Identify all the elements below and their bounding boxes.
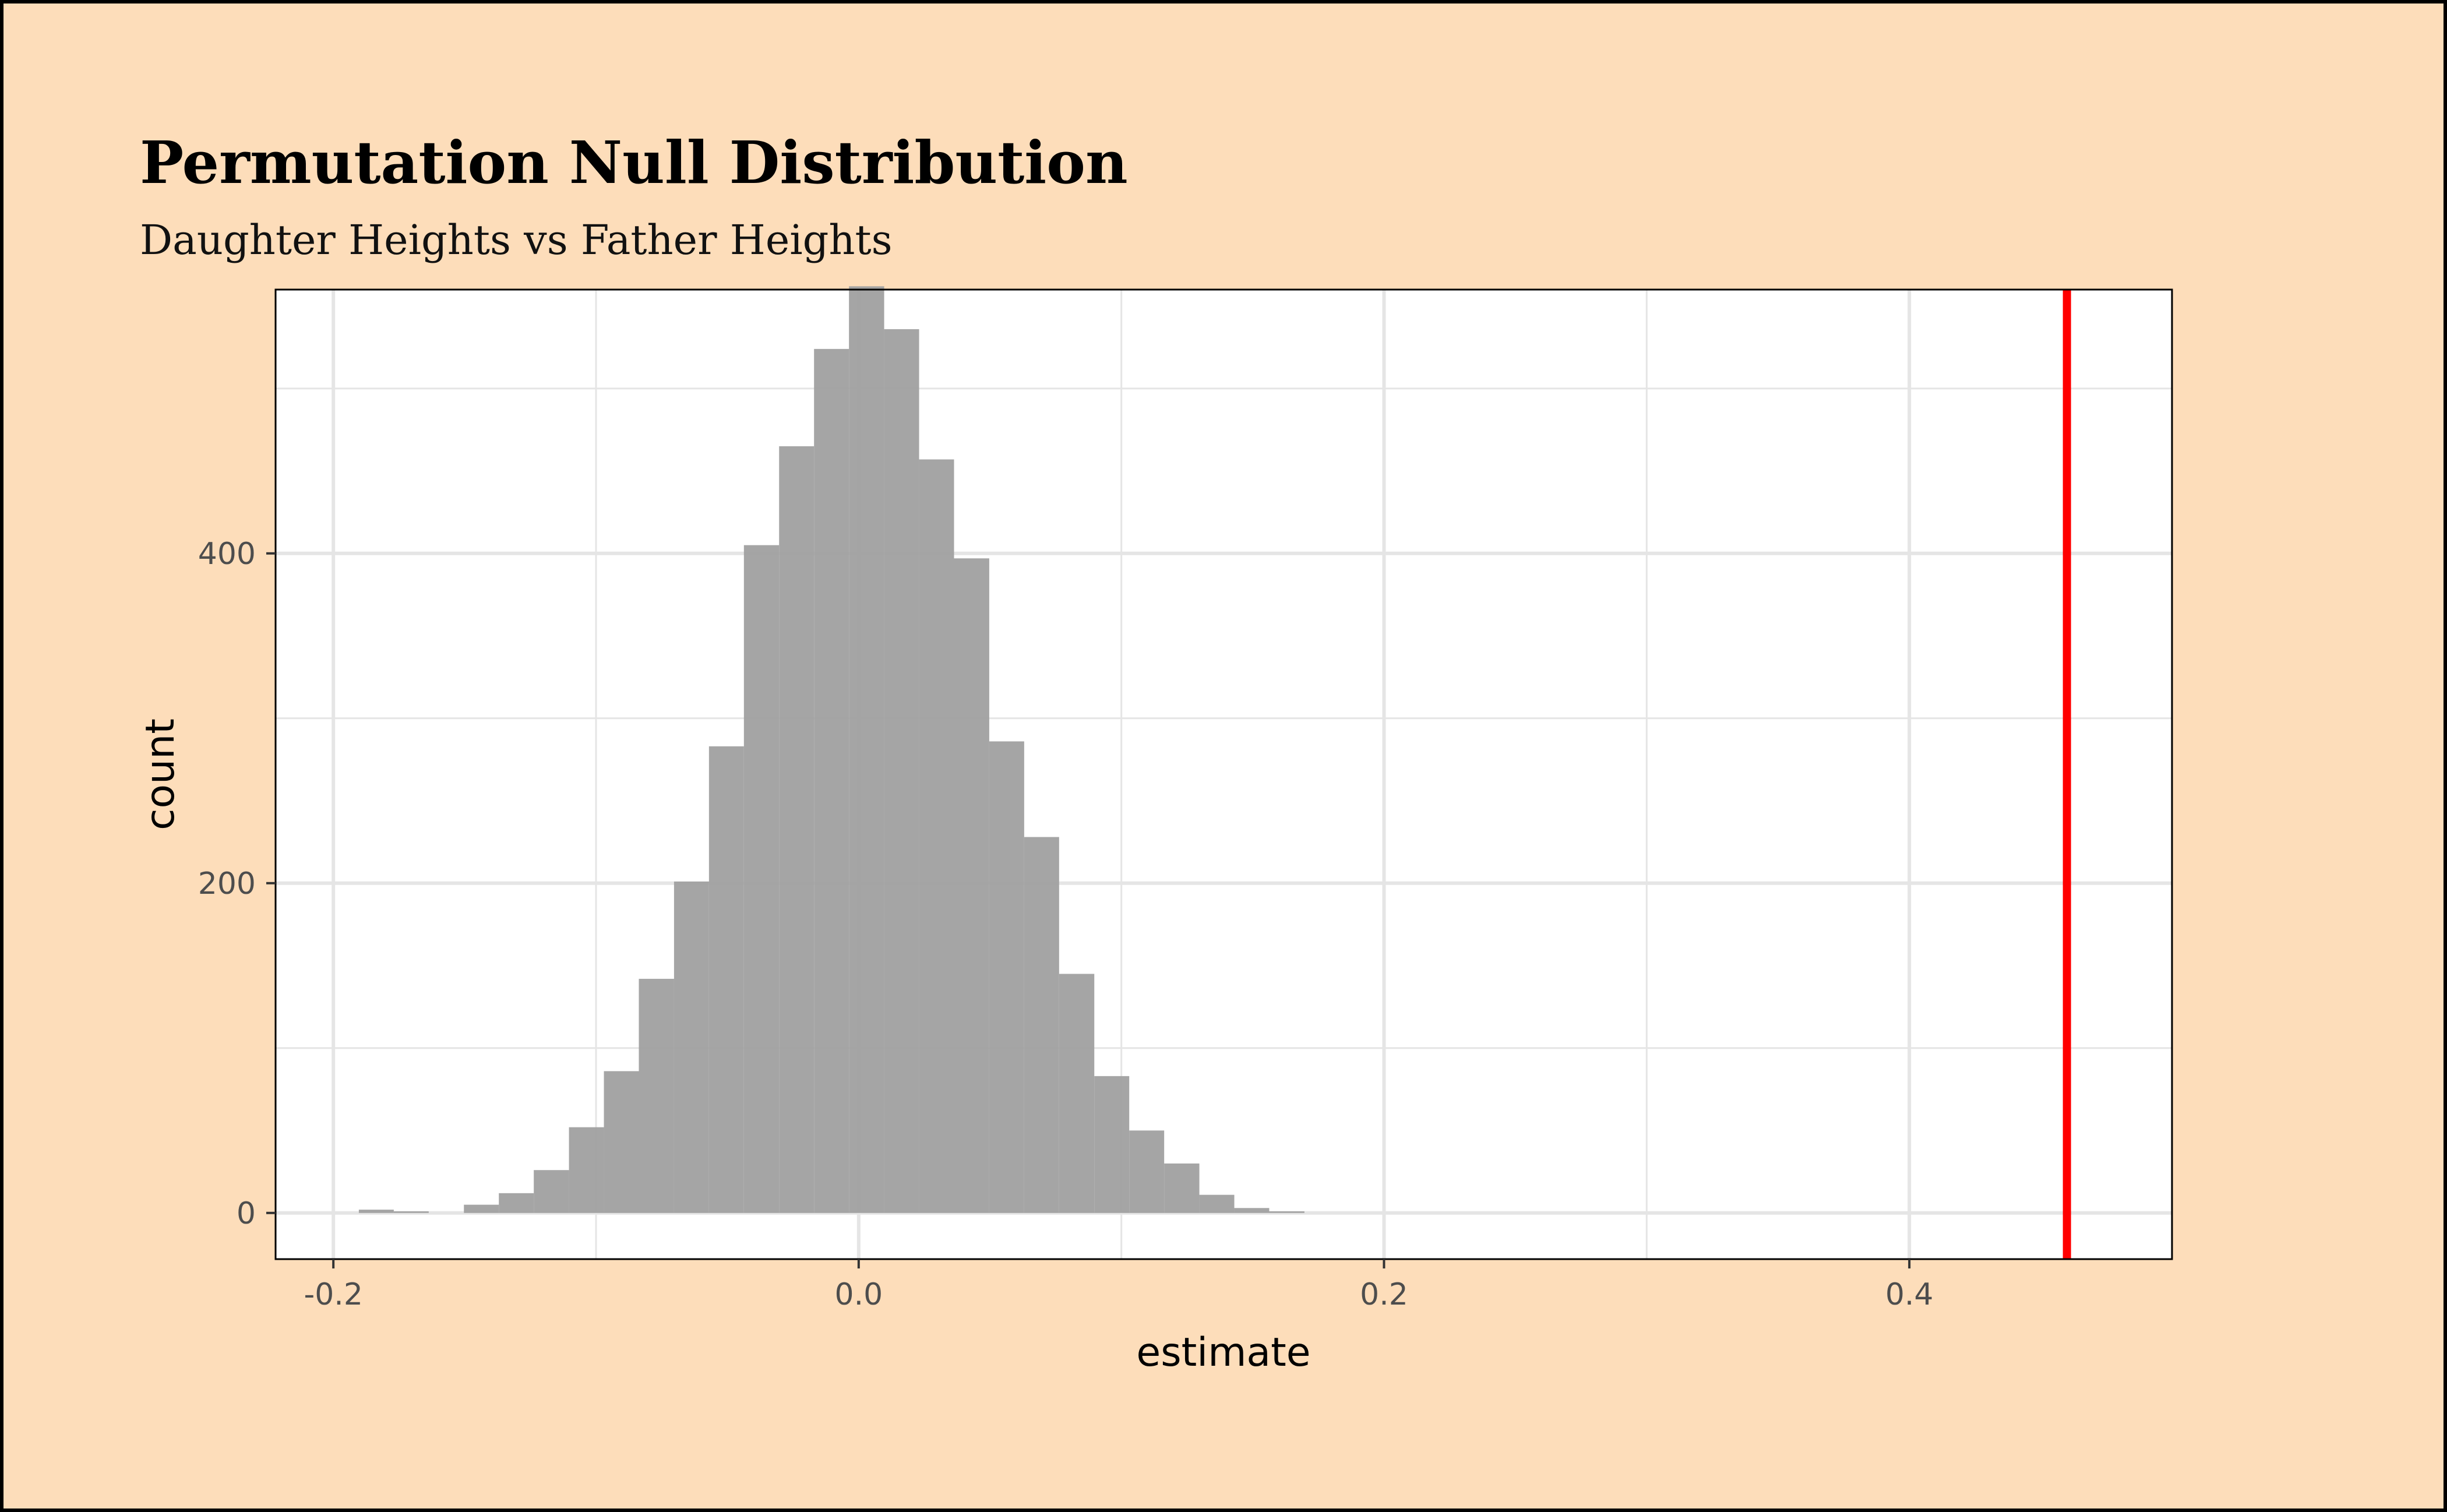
x-tick-label-1: 0.0 (834, 1277, 883, 1312)
histogram-bar-17 (989, 741, 1024, 1213)
chart-subtitle: Daughter Heights vs Father Heights (140, 216, 893, 264)
chart-title: Permutation Null Distribution (140, 128, 1128, 197)
histogram-bar-7 (639, 978, 674, 1213)
histogram-bar-23 (1199, 1194, 1235, 1213)
histogram-bar-13 (849, 286, 884, 1213)
histogram-bar-12 (814, 348, 849, 1213)
histogram-bar-0 (358, 1210, 394, 1213)
histogram-bar-24 (1234, 1208, 1270, 1213)
y-axis-title: count (137, 718, 184, 830)
histogram-bar-15 (919, 459, 954, 1213)
x-axis: -0.2 0.0 0.2 0.4 (304, 1259, 1934, 1312)
histogram-bar-4 (534, 1170, 569, 1213)
x-tick-label-3: 0.4 (1885, 1277, 1934, 1312)
histogram-bar-20 (1094, 1076, 1130, 1213)
x-tick-label-0: -0.2 (304, 1277, 362, 1312)
histogram-bar-19 (1059, 974, 1095, 1213)
histogram-bar-6 (604, 1071, 639, 1213)
y-tick-label-2: 400 (198, 537, 256, 572)
plot-panel (276, 290, 2172, 1259)
plot-panel-border (274, 288, 2173, 1260)
histogram-bar-5 (569, 1127, 604, 1213)
histogram-bar-16 (954, 558, 989, 1213)
histogram-bar-14 (884, 329, 919, 1213)
histogram-bar-8 (674, 881, 709, 1213)
histogram-bar-9 (708, 746, 744, 1213)
histogram-bars (358, 286, 1304, 1213)
y-axis: 0 200 400 (198, 537, 276, 1231)
histogram-bar-21 (1129, 1130, 1165, 1213)
histogram-bar-3 (499, 1193, 534, 1213)
x-tick-label-2: 0.2 (1360, 1277, 1408, 1312)
histogram-bar-10 (743, 545, 780, 1213)
histogram-bar-11 (779, 446, 815, 1213)
chart: Permutation Null Distribution Daughter H… (137, 128, 2173, 1376)
histogram-bar-2 (464, 1204, 499, 1213)
y-tick-label-1: 200 (198, 866, 256, 901)
x-axis-title: estimate (1136, 1330, 1310, 1376)
histogram-bar-1 (393, 1211, 429, 1213)
histogram-bar-18 (1024, 837, 1059, 1213)
histogram-bar-22 (1164, 1163, 1200, 1213)
histogram-bar-25 (1269, 1211, 1304, 1213)
y-tick-label-0: 0 (237, 1196, 256, 1231)
